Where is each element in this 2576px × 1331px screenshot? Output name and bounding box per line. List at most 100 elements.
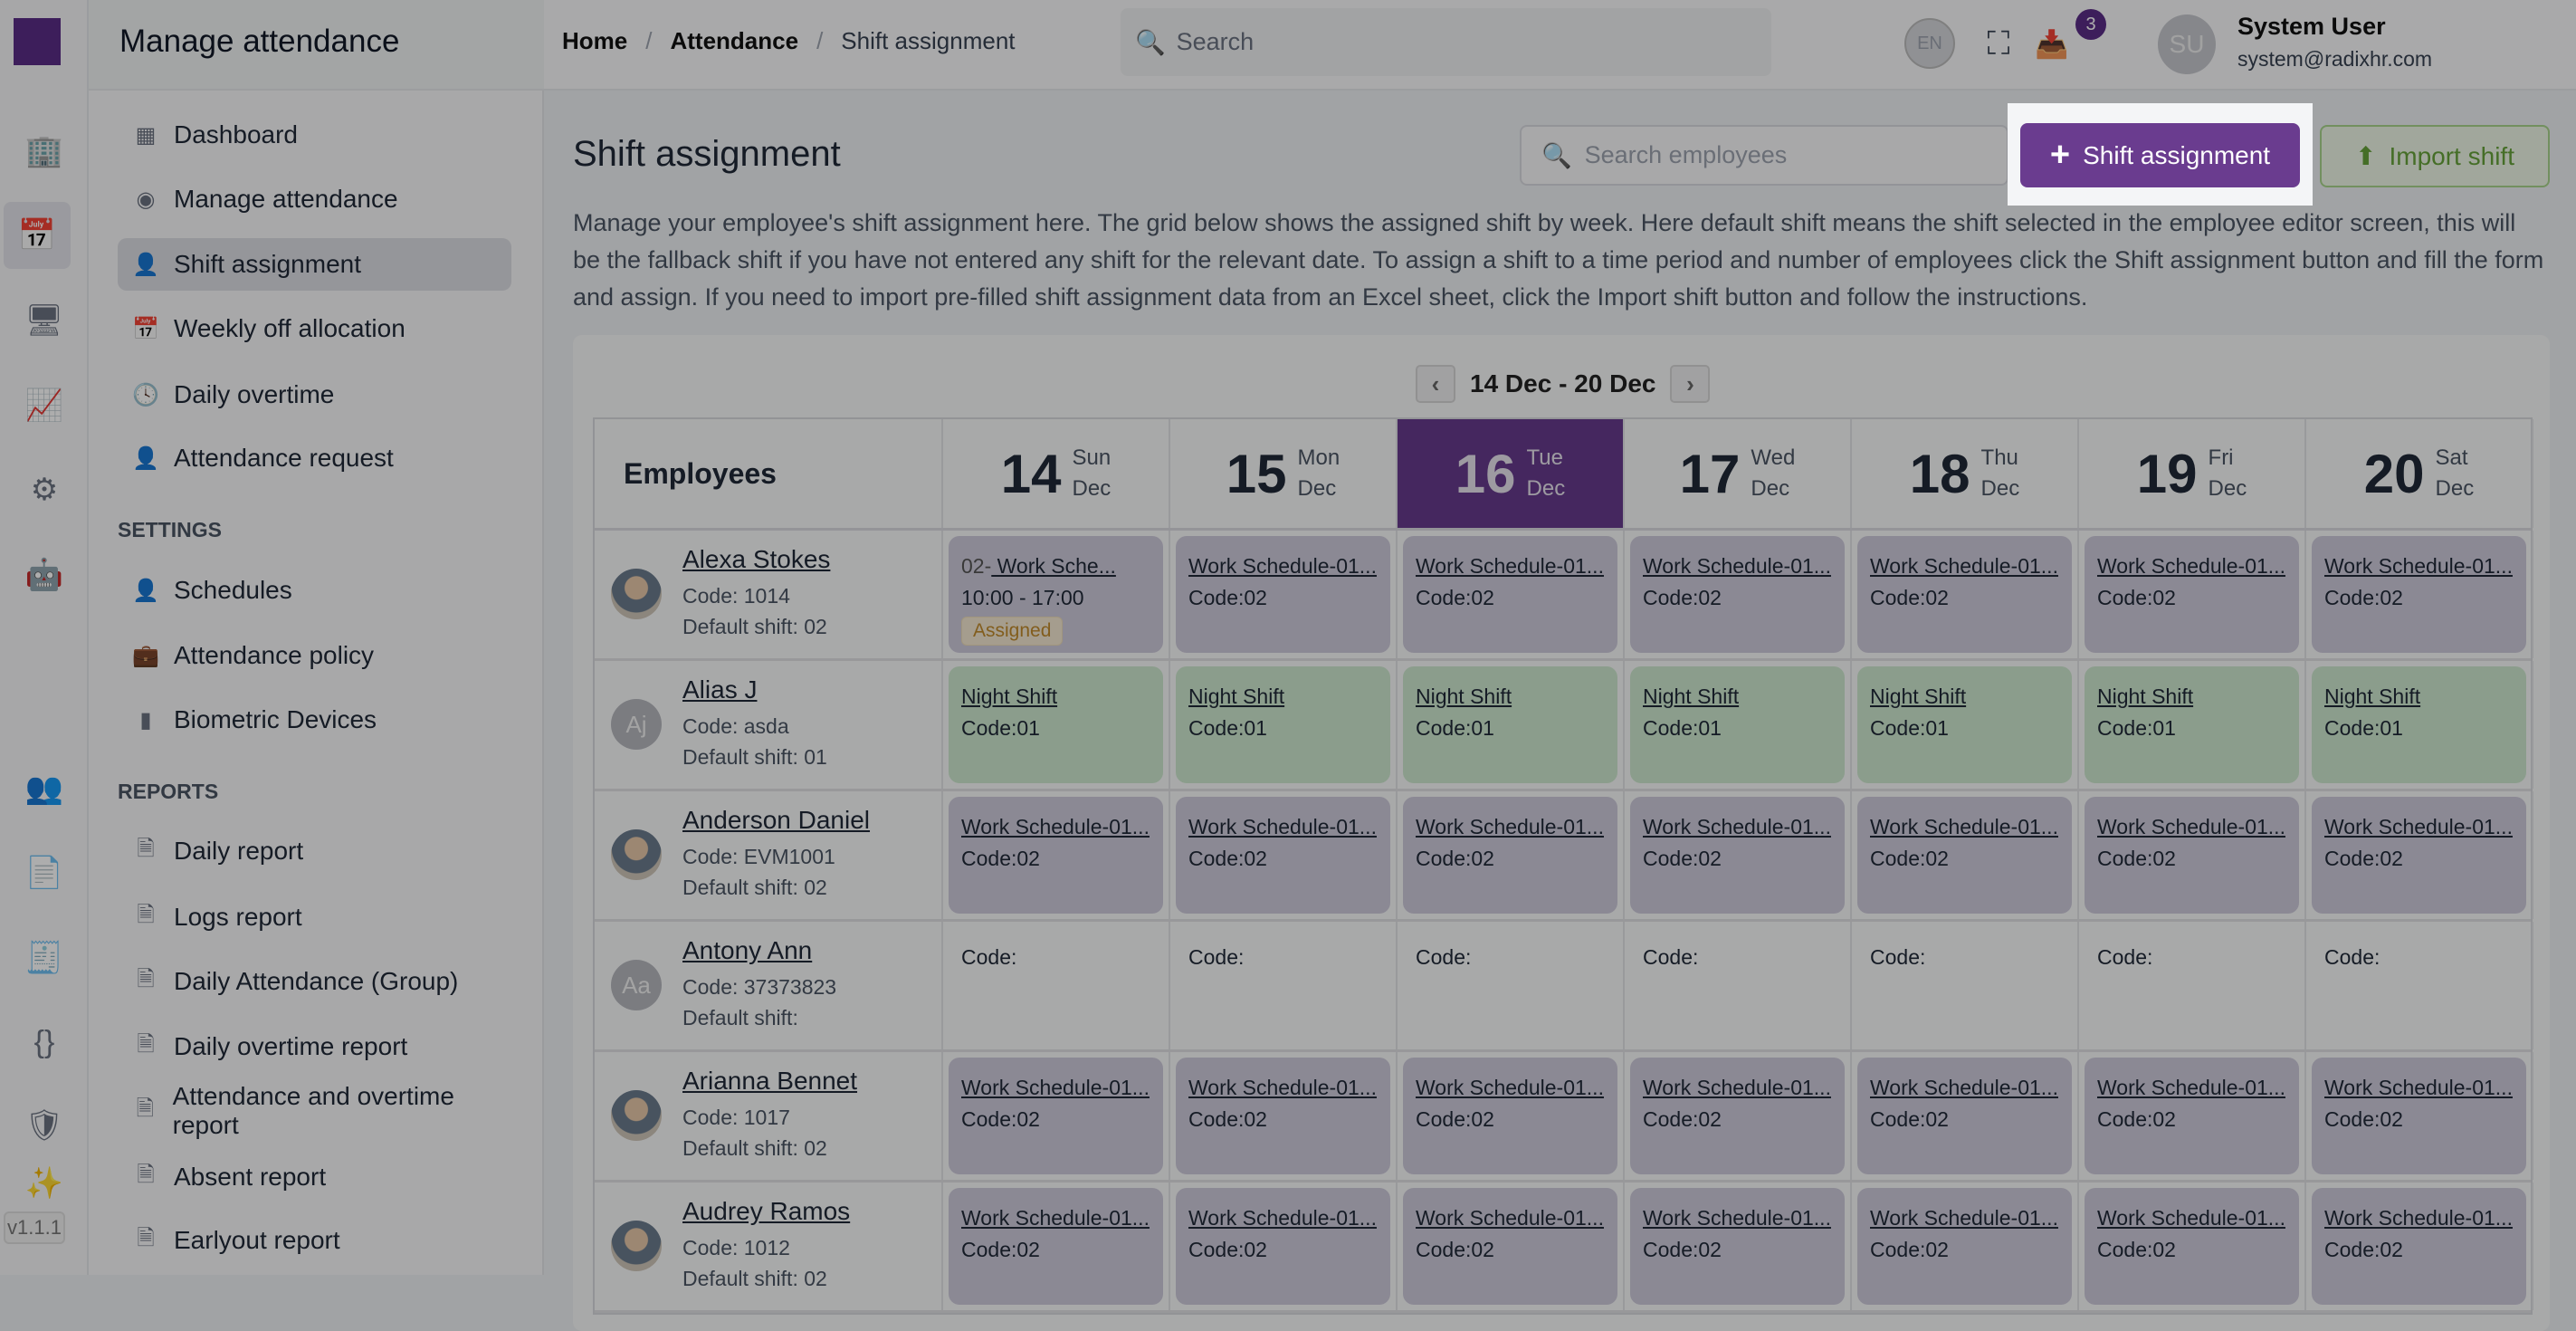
building-icon[interactable]: 🏢 [24,134,64,168]
shift-chip-night[interactable]: Night Shift Code:01 [1630,666,1845,783]
shift-name-link[interactable]: Work Schedule-01... [1643,1206,1831,1230]
shift-cell[interactable]: Work Schedule-01... Code:02 [1170,791,1398,919]
sidebar-item-schedules[interactable]: 👤 Schedules [118,564,511,617]
shift-name-link[interactable]: Work Sche... [991,554,1116,578]
shift-cell[interactable]: Night Shift Code:01 [1170,661,1398,789]
shift-name-link[interactable]: Night Shift [2324,685,2421,708]
sidebar-item-dashboard[interactable]: ▦ Dashboard [118,109,511,161]
language-button[interactable]: EN [1904,18,1955,69]
shift-name-link[interactable]: Work Schedule-01... [1643,554,1831,578]
chart-icon[interactable]: 📈 [24,388,64,423]
shift-cell[interactable]: Work Schedule-01... Code:02 [2306,791,2533,919]
shift-cell[interactable]: Work Schedule-01... Code:02 [1852,531,2079,658]
shift-name-link[interactable]: Work Schedule-01... [961,1076,1150,1099]
shift-cell[interactable]: Work Schedule-01... Code:02 [1625,531,1852,658]
shift-cell[interactable]: Work Schedule-01... Code:02 [2079,531,2306,658]
shift-chip-work[interactable]: Work Schedule-01... Code:02 [2085,1188,2299,1305]
employee-name-link[interactable]: Anderson Daniel [682,806,871,834]
shift-chip-work[interactable]: 02- Work Sche... 10:00 - 17:00 Assigned [949,536,1163,653]
shift-chip-night[interactable]: Night Shift Code:01 [1857,666,2072,783]
shift-cell[interactable]: Work Schedule-01... Code:02 [1170,1052,1398,1180]
sidebar-report-daily-attendance-group-[interactable]: 🗎 Daily Attendance (Group) [118,955,511,1008]
sidebar-report-absent-report[interactable]: 🗎 Absent report [118,1151,511,1203]
day-header[interactable]: 20 Sat Dec [2306,419,2533,528]
shift-chip-work[interactable]: Work Schedule-01... Code:02 [1630,1058,1845,1174]
shift-cell[interactable]: Code: [2079,922,2306,1049]
shift-chip-empty[interactable]: Code: [2085,927,2299,1044]
employee-name-link[interactable]: Antony Ann [682,936,813,964]
shift-chip-work[interactable]: Work Schedule-01... Code:02 [1176,1188,1390,1305]
shift-cell[interactable]: Night Shift Code:01 [2079,661,2306,789]
breadcrumb-home[interactable]: Home [562,27,628,54]
shift-name-link[interactable]: Work Schedule-01... [2097,1206,2285,1230]
shift-cell[interactable]: Work Schedule-01... Code:02 [2306,1052,2533,1180]
shift-cell[interactable]: Work Schedule-01... Code:02 [1625,1052,1852,1180]
shift-chip-work[interactable]: Work Schedule-01... Code:02 [949,797,1163,914]
import-shift-button[interactable]: ⬆ Import shift [2320,125,2550,187]
shift-cell[interactable]: Night Shift Code:01 [943,661,1170,789]
sidebar-item-shift-assignment[interactable]: 👤 Shift assignment [118,238,511,291]
shift-chip-work[interactable]: Work Schedule-01... Code:02 [1403,1188,1617,1305]
shift-chip-empty[interactable]: Code: [2312,927,2526,1044]
shift-cell[interactable]: Code: [943,922,1170,1049]
shift-chip-empty[interactable]: Code: [1176,927,1390,1044]
shift-cell[interactable]: Work Schedule-01... Code:02 [2079,1183,2306,1310]
shift-cell[interactable]: Work Schedule-01... Code:02 [1852,1052,2079,1180]
shift-cell[interactable]: Code: [1170,922,1398,1049]
employee-name-link[interactable]: Alexa Stokes [682,545,831,573]
employee-search-input[interactable]: 🔍 Search employees [1520,125,2008,186]
shift-chip-empty[interactable]: Code: [1403,927,1617,1044]
shift-cell[interactable]: Work Schedule-01... Code:02 [1398,791,1625,919]
shift-cell[interactable]: Work Schedule-01... Code:02 [943,791,1170,919]
shift-name-link[interactable]: Night Shift [1416,685,1512,708]
shift-cell[interactable]: Work Schedule-01... Code:02 [1398,1183,1625,1310]
shift-cell[interactable]: Work Schedule-01... Code:02 [1625,791,1852,919]
sidebar-report-daily-overtime-report[interactable]: 🗎 Daily overtime report [118,1020,511,1073]
shift-cell[interactable]: Work Schedule-01... Code:02 [1852,791,2079,919]
shift-chip-work[interactable]: Work Schedule-01... Code:02 [1630,1188,1845,1305]
shift-cell[interactable]: Night Shift Code:01 [2306,661,2533,789]
shift-name-link[interactable]: Work Schedule-01... [1416,554,1604,578]
sidebar-item-weekly-off-allocation[interactable]: 📅 Weekly off allocation [118,302,511,355]
shift-cell[interactable]: Code: [1398,922,1625,1049]
shift-cell[interactable]: Work Schedule-01... Code:02 [1625,1183,1852,1310]
global-search-input[interactable]: 🔍 Search [1121,8,1771,76]
shield-user-icon[interactable]: 🛡 [24,1108,64,1143]
document-icon[interactable]: 📄 [24,856,64,890]
shift-cell[interactable]: Code: [1625,922,1852,1049]
shift-name-link[interactable]: Work Schedule-01... [1643,815,1831,838]
breadcrumb-attendance[interactable]: Attendance [670,27,799,54]
sidebar-report-earlyout-report[interactable]: 🗎 Earlyout report [118,1214,511,1267]
shift-chip-work[interactable]: Work Schedule-01... Code:02 [1630,797,1845,914]
calendar-icon[interactable]: 📅 [4,202,71,269]
shift-chip-work[interactable]: Work Schedule-01... Code:02 [2312,797,2526,914]
shift-name-link[interactable]: Work Schedule-01... [961,815,1150,838]
monitor-user-icon[interactable]: 🖥 [24,303,64,338]
shift-name-link[interactable]: Night Shift [2097,685,2194,708]
shift-cell[interactable]: Work Schedule-01... Code:02 [1398,531,1625,658]
shift-chip-empty[interactable]: Code: [1630,927,1845,1044]
gear-icon[interactable]: ⚙ [30,473,59,507]
shift-cell[interactable]: Work Schedule-01... Code:02 [1398,1052,1625,1180]
shift-cell[interactable]: Work Schedule-01... Code:02 [943,1183,1170,1310]
sidebar-item-attendance-request[interactable]: 👤 Attendance request [118,432,511,484]
shift-name-link[interactable]: Night Shift [1643,685,1740,708]
employee-name-link[interactable]: Alias J [682,675,758,704]
shift-name-link[interactable]: Work Schedule-01... [1643,1076,1831,1099]
shift-cell[interactable]: Work Schedule-01... Code:02 [2306,1183,2533,1310]
users-icon[interactable]: 👥 [24,771,64,806]
shift-chip-work[interactable]: Work Schedule-01... Code:02 [1857,1058,2072,1174]
shift-chip-work[interactable]: Work Schedule-01... Code:02 [1176,1058,1390,1174]
shift-name-link[interactable]: Work Schedule-01... [1870,815,2058,838]
day-header[interactable]: 16 Tue Dec [1398,419,1625,528]
shift-chip-work[interactable]: Work Schedule-01... Code:02 [2085,536,2299,653]
shift-name-link[interactable]: Work Schedule-01... [2324,815,2513,838]
employee-name-link[interactable]: Arianna Bennet [682,1067,858,1095]
shift-chip-work[interactable]: Work Schedule-01... Code:02 [2085,1058,2299,1174]
shift-name-link[interactable]: Night Shift [961,685,1058,708]
shift-chip-work[interactable]: Work Schedule-01... Code:02 [2312,1058,2526,1174]
shift-chip-night[interactable]: Night Shift Code:01 [2085,666,2299,783]
shift-chip-work[interactable]: Work Schedule-01... Code:02 [949,1188,1163,1305]
sidebar-item-attendance-policy[interactable]: 💼 Attendance policy [118,629,511,682]
shift-chip-night[interactable]: Night Shift Code:01 [1403,666,1617,783]
